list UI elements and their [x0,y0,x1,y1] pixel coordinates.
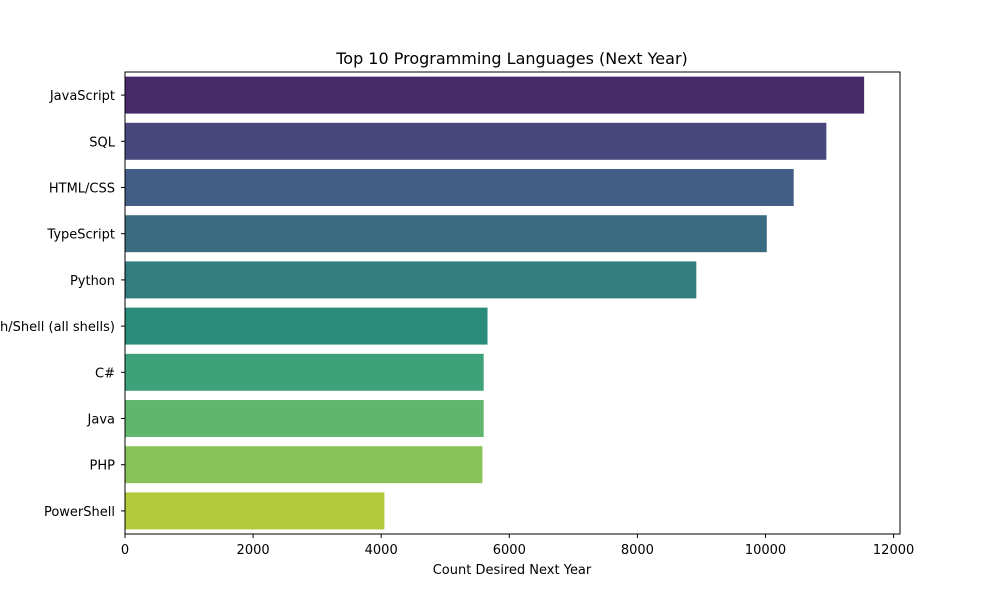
y-tick-label: TypeScript [46,228,115,243]
bar-html-css [125,169,794,206]
bars-layer [125,76,865,530]
bar-php [125,446,483,484]
bar-bash-shell-all-shells [125,307,488,345]
y-tick-label: SQL [89,135,115,150]
plot-frame [124,71,901,535]
bar-javascript [125,76,865,114]
y-tick-label: Java [87,413,115,428]
y-tick-label: Bash/Shell (all shells) [0,320,115,335]
bar-c [125,353,484,391]
y-tick-label: C# [95,366,115,381]
bar-sql [125,122,827,160]
y-tick-label: PowerShell [44,505,115,520]
chart-title: Top 10 Programming Languages (Next Year) [335,49,688,68]
y-tick-label: Python [70,274,115,289]
x-tick-label: 8000 [621,543,654,558]
y-tick-layer: JavaScript SQL HTML/CSS TypeScript Python Bas… [0,89,125,520]
x-tick-layer: 0 2000 4000 6000 8000 10000 12000 [121,534,914,558]
y-tick-label: HTML/CSS [49,182,115,197]
x-tick-label: 4000 [365,543,398,558]
x-axis-label: Count Desired Next Year [433,563,592,578]
bar-java [125,400,484,437]
y-tick-label: PHP [90,459,116,474]
y-tick-label: JavaScript [49,89,115,104]
bar-typescript [125,215,767,253]
x-tick-label: 0 [121,543,129,558]
bar-powershell [125,492,385,530]
bar-python [125,261,697,299]
x-tick-label: 10000 [745,543,786,558]
x-tick-label: 6000 [493,543,526,558]
x-tick-label: 2000 [237,543,270,558]
x-tick-label: 12000 [873,543,914,558]
